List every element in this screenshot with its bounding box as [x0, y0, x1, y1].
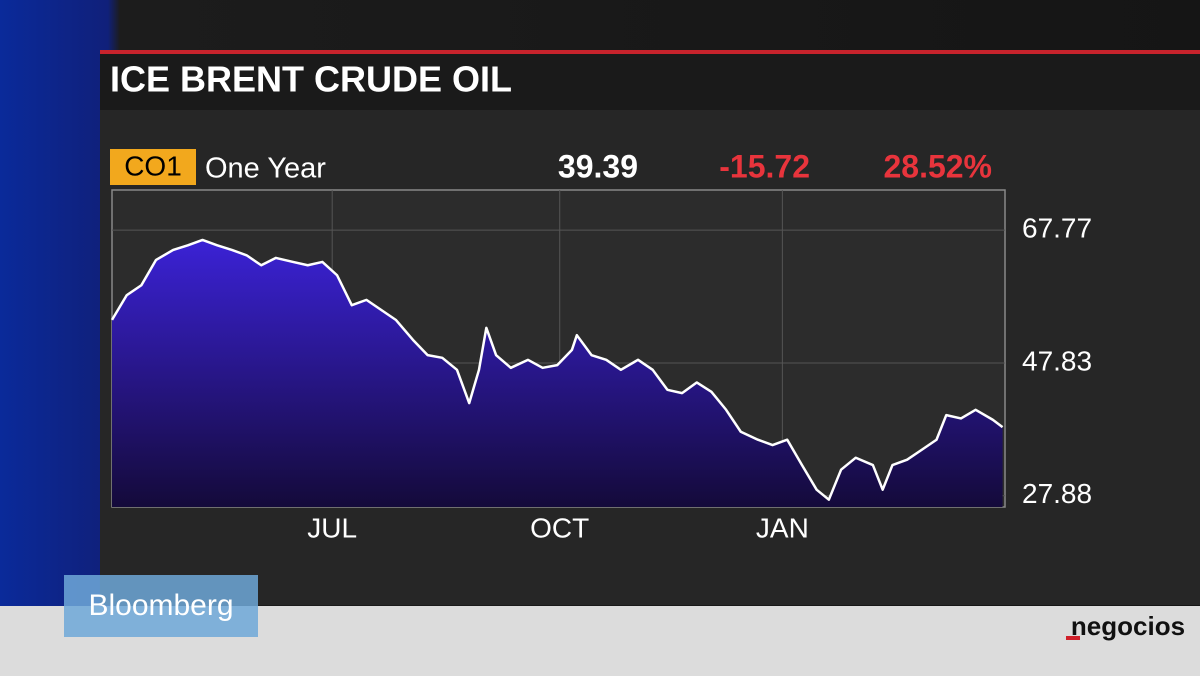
publisher-logo: negocios	[1071, 611, 1185, 641]
change-pct: 28.52%	[883, 148, 992, 184]
chart-title: ICE BRENT CRUDE OIL	[110, 59, 512, 100]
area-fill	[112, 239, 1003, 507]
last-price: 39.39	[558, 148, 638, 184]
broadcaster-logo: Bloomberg	[88, 589, 233, 622]
ticker-box	[110, 149, 196, 185]
logo-box	[64, 575, 258, 637]
x-tick-label: JUL	[307, 512, 357, 543]
title-bar	[100, 54, 1200, 110]
change: -15.72	[719, 148, 810, 184]
x-tick-label: JAN	[756, 512, 809, 543]
price-line	[110, 238, 1004, 501]
red-rule	[100, 50, 1200, 54]
ticker: CO1	[124, 150, 182, 181]
x-tick-label: OCT	[530, 512, 589, 543]
y-tick-label: 27.88	[1022, 478, 1092, 509]
logo-accent	[1066, 636, 1080, 640]
y-tick-label: 67.77	[1022, 213, 1092, 244]
period: One Year	[205, 153, 326, 185]
y-tick-label: 47.83	[1022, 345, 1092, 376]
plot: 27.88 47.83 67.77 JUL OCT JAN	[110, 190, 1092, 543]
